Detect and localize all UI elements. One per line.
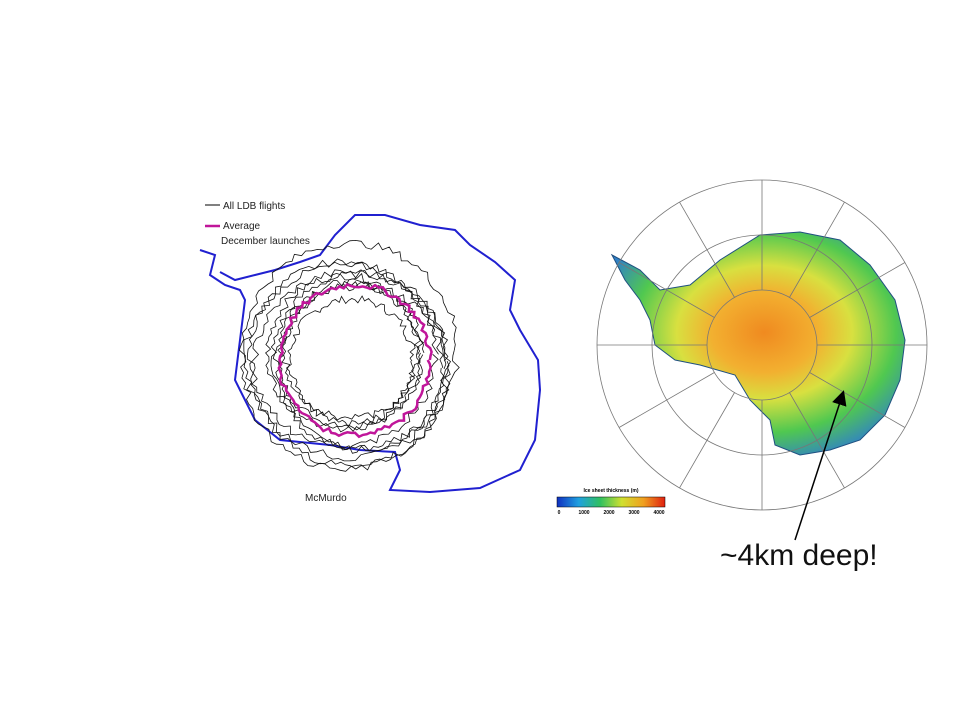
- flight-track: [246, 258, 439, 451]
- antarctica: [610, 231, 906, 456]
- colorbar-label: 1000: [578, 510, 589, 516]
- flight-map: All LDB flights Average December launche…: [199, 201, 542, 504]
- colorbar-label: 2000: [603, 510, 614, 516]
- annotation: ~4km deep!: [720, 539, 878, 572]
- station-label: McMurdo: [305, 493, 347, 504]
- legend-label: All LDB flights: [223, 201, 285, 212]
- grid-spoke: [789, 201, 845, 298]
- colorbar-label: 0: [558, 510, 561, 516]
- flight-track: [270, 269, 450, 452]
- colorbar-label: 4000: [653, 510, 664, 516]
- grid-spoke: [789, 392, 845, 489]
- legend-label: December launches: [221, 236, 310, 247]
- legend-label: Average: [223, 221, 261, 232]
- arrow: [794, 390, 847, 541]
- flight-track: [265, 272, 425, 433]
- flight-track: [281, 280, 422, 421]
- grid-spoke: [809, 262, 906, 318]
- grid-spoke: [679, 392, 735, 489]
- grid-spoke: [809, 372, 906, 428]
- flight-track: [238, 239, 460, 462]
- average-track: [277, 283, 433, 439]
- grid-spoke: [679, 201, 735, 298]
- colorbar-title: Ice sheet thickness (m): [583, 488, 638, 494]
- ice-map: Ice sheet thickness (m) 0 1000 2000 3000 400…: [556, 179, 928, 516]
- flight-track: [285, 295, 416, 428]
- grid-spoke: [618, 262, 715, 318]
- colorbar: [556, 496, 666, 508]
- grid-spoke: [618, 372, 715, 428]
- colorbar-label: 3000: [628, 510, 639, 516]
- flight-track: [240, 261, 452, 472]
- coastline: [199, 214, 542, 494]
